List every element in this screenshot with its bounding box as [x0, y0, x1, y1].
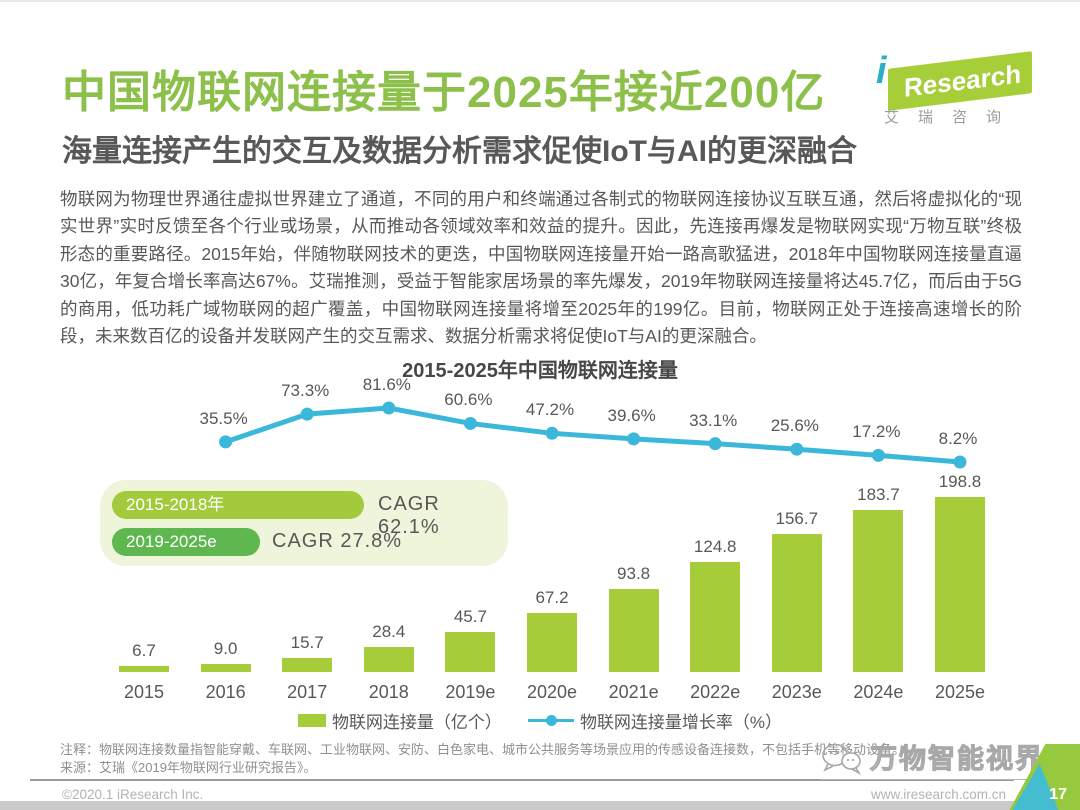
combo-chart: 2015-2025年中国物联网连接量 2015-2018年 CAGR 62.1%…: [0, 348, 1080, 710]
bar-value-2023e: 156.7: [775, 509, 819, 529]
watermark: 万物智能视界: [820, 737, 1044, 780]
growth-point: [790, 442, 804, 456]
growth-point: [300, 407, 314, 421]
cagr-panel: 2015-2018年 CAGR 62.1% 2019-2025e CAGR 27…: [100, 480, 508, 566]
x-tick-2018: 2018: [368, 682, 409, 702]
growth-point: [871, 448, 885, 462]
logo-flag-shape: Research: [888, 51, 1032, 111]
x-tick-2024e: 2024e: [853, 682, 904, 702]
growth-point: [953, 455, 967, 469]
bar-2015: [119, 666, 169, 672]
bar-swatch-icon: [297, 714, 326, 727]
bar-value-2018: 28.4: [372, 622, 406, 641]
bar-value-2025e: 198.8: [938, 472, 982, 492]
growth-label: 47.2%: [525, 400, 575, 420]
page-number: 17: [1049, 786, 1067, 803]
x-tick-2022e: 2022e: [690, 682, 741, 702]
bar-2018: [363, 647, 414, 672]
growth-point: [545, 426, 559, 440]
chart-legend: 物联网连接量（亿个） 物联网连接量增长率（%）: [0, 708, 1080, 733]
bar-2022e: [690, 562, 741, 672]
bar-value-2017: 15.7: [290, 633, 324, 653]
chat-bubbles-icon: [822, 743, 862, 776]
page-top-edge: [0, 0, 1080, 2]
cagr-period-badge-1: 2015-2018年: [112, 491, 364, 519]
growth-point: [627, 432, 641, 446]
x-tick-2023e: 2023e: [771, 682, 822, 702]
growth-label: 39.6%: [607, 405, 656, 425]
logo-chinese-name: 艾瑞咨询: [884, 109, 1021, 126]
x-tick-2019e: 2019e: [445, 682, 496, 702]
cagr-value-1: CAGR 62.1%: [378, 493, 440, 538]
chart-title: 2015-2025年中国物联网连接量: [402, 360, 678, 382]
x-tick-2021e: 2021e: [608, 682, 659, 702]
watermark-text: 万物智能视界: [870, 744, 1044, 775]
bar-2016: [200, 664, 251, 672]
growth-label: 8.2%: [938, 429, 978, 448]
body-paragraph: 物联网为物理世界通往虚拟世界建立了通道，不同的用户和终端通过各制式的物联网连接协…: [60, 189, 1022, 347]
bar-2019e: [445, 631, 496, 672]
growth-label: 33.1%: [689, 410, 738, 430]
website-text: www.iresearch.com.cn: [870, 787, 1006, 802]
growth-point: [708, 437, 722, 451]
source-line: 来源：艾瑞《2019年物联网行业研究报告》。: [60, 760, 317, 775]
growth-label: 60.6%: [444, 390, 493, 410]
page-corner-decoration: 17: [1008, 744, 1080, 810]
x-tick-2015: 2015: [123, 682, 165, 702]
growth-point: [463, 416, 477, 430]
bar-value-2020e: 67.2: [535, 587, 569, 607]
bar-2021e: [608, 589, 659, 672]
bar-value-2019e: 45.7: [453, 606, 487, 626]
bar-2024e: [853, 510, 904, 672]
bar-2023e: [771, 534, 822, 672]
growth-label: 25.6%: [770, 416, 819, 436]
x-tick-2016: 2016: [205, 682, 246, 702]
bar-value-2021e: 93.8: [617, 564, 651, 584]
bar-2020e: [527, 612, 577, 672]
copyright-text: ©2020.1 iResearch Inc.: [62, 787, 204, 802]
growth-point: [219, 435, 233, 449]
page-title: 中国物联网连接量于2025年接近200亿: [62, 68, 826, 117]
legend-line-label: 物联网连接量增长率（%）: [579, 713, 783, 732]
logo-research-text: Research: [904, 58, 1022, 103]
growth-label: 35.5%: [199, 408, 248, 428]
growth-label: 73.3%: [281, 381, 330, 401]
bar-value-2022e: 124.8: [693, 537, 737, 557]
bar-value-2015: 6.7: [132, 641, 156, 661]
footnotes: 注释：物联网连接数量指智能穿戴、车联网、工业物联网、安防、白色家电、城市公共服务…: [60, 741, 940, 777]
page-subtitle: 海量连接产生的交互及数据分析需求促使IoT与AI的更深融合: [62, 135, 857, 168]
bar-2025e: [935, 497, 985, 672]
cagr-value-2: CAGR 27.8%: [272, 530, 403, 552]
x-tick-2025e: 2025e: [934, 682, 986, 702]
iresearch-logo: Research i 艾瑞咨询: [874, 50, 1034, 126]
line-swatch-icon: [527, 714, 574, 727]
x-tick-2017: 2017: [287, 682, 328, 702]
page-bottom-strip: [0, 801, 1080, 810]
legend-item-line: 物联网连接量增长率（%）: [527, 708, 783, 733]
growth-label: 81.6%: [362, 375, 411, 394]
legend-bar-label: 物联网连接量（亿个）: [331, 713, 502, 732]
bar-2017: [282, 658, 333, 672]
bar-value-2016: 9.0: [213, 639, 238, 659]
x-tick-2020e: 2020e: [526, 682, 578, 702]
legend-item-bars: 物联网连接量（亿个）: [297, 708, 502, 733]
growth-point: [382, 401, 396, 415]
note-line: 注释：物联网连接数量指智能穿戴、车联网、工业物联网、安防、白色家电、城市公共服务…: [60, 742, 906, 757]
footer-divider: [30, 779, 1014, 781]
cagr-period-badge-2: 2019-2025e: [112, 528, 260, 556]
logo-i-mark: i: [876, 50, 887, 92]
growth-label: 17.2%: [852, 422, 901, 442]
bar-value-2024e: 183.7: [857, 485, 900, 505]
